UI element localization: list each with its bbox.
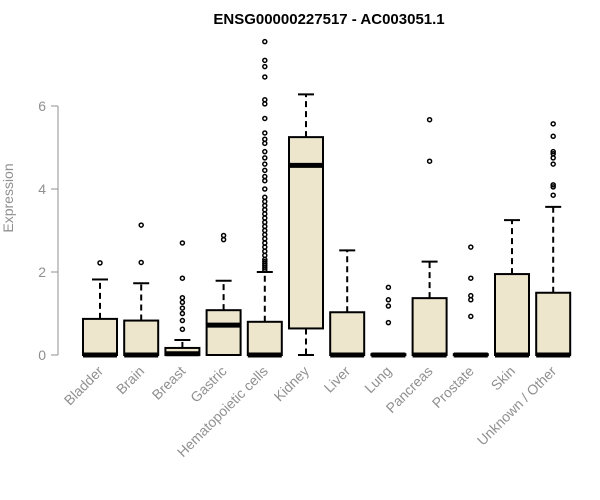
outlier-point bbox=[262, 97, 268, 103]
y-axis: 0 2 4 6 bbox=[38, 98, 59, 363]
box-group bbox=[494, 219, 530, 358]
box-iqr bbox=[288, 136, 324, 330]
outlier-point bbox=[262, 244, 268, 250]
outlier-point bbox=[262, 236, 268, 242]
outlier-point bbox=[262, 155, 268, 161]
outlier-point bbox=[468, 244, 474, 250]
outlier-point bbox=[138, 222, 144, 228]
outlier-point bbox=[550, 148, 556, 155]
x-tick-label: Lung bbox=[361, 363, 394, 396]
box-iqr bbox=[123, 319, 160, 356]
y-tick-label: 0 bbox=[38, 347, 46, 363]
x-tick-label: Bladder bbox=[61, 363, 107, 409]
x-tick-label: Breast bbox=[149, 363, 189, 403]
outlier-point bbox=[262, 215, 268, 221]
box-group bbox=[288, 93, 324, 356]
outlier-point bbox=[550, 121, 556, 127]
outlier-point bbox=[262, 115, 268, 122]
x-tick-label: Prostate bbox=[429, 363, 477, 411]
y-tick-label: 4 bbox=[38, 181, 46, 197]
outlier-point bbox=[262, 74, 268, 80]
outlier-point bbox=[262, 186, 268, 192]
outlier-point bbox=[550, 192, 556, 198]
outlier-point bbox=[262, 223, 268, 230]
box-iqr bbox=[329, 311, 366, 357]
outlier-point bbox=[179, 317, 186, 324]
outlier-point bbox=[97, 260, 103, 266]
outlier-point bbox=[550, 161, 556, 167]
box-group bbox=[452, 244, 489, 358]
outlier-point bbox=[468, 313, 474, 320]
outlier-point bbox=[179, 326, 186, 333]
box-group bbox=[370, 284, 407, 358]
boxes bbox=[82, 38, 572, 358]
outlier-point bbox=[262, 167, 268, 174]
box-iqr bbox=[82, 317, 118, 356]
outlier-point bbox=[262, 38, 268, 45]
outlier-point bbox=[262, 140, 268, 147]
outlier-point bbox=[468, 292, 474, 299]
box-iqr bbox=[535, 291, 572, 356]
outlier-point bbox=[262, 57, 268, 64]
box-group bbox=[411, 116, 448, 358]
box-group bbox=[82, 260, 118, 358]
outlier-point bbox=[179, 299, 186, 306]
outlier-point bbox=[179, 310, 186, 317]
outlier-point bbox=[179, 305, 186, 311]
outlier-point bbox=[262, 161, 268, 167]
x-tick-label: Brain bbox=[113, 363, 147, 397]
outlier-point bbox=[262, 148, 268, 155]
outlier-point bbox=[426, 116, 433, 123]
box-group bbox=[246, 38, 283, 358]
outlier-point bbox=[179, 240, 186, 246]
outlier-point bbox=[468, 275, 474, 281]
outlier-point bbox=[262, 194, 268, 201]
outlier-point bbox=[385, 303, 392, 309]
outlier-point bbox=[262, 202, 268, 209]
outlier-point bbox=[179, 275, 186, 281]
outlier-point bbox=[550, 150, 556, 157]
x-tick-label: Kidney bbox=[271, 363, 313, 405]
outlier-point bbox=[220, 236, 227, 243]
box-group bbox=[535, 121, 572, 358]
box-iqr bbox=[246, 320, 283, 356]
outlier-point bbox=[550, 184, 556, 190]
x-tick-label: Skin bbox=[488, 363, 519, 394]
outlier-point bbox=[179, 294, 186, 301]
x-tick-label: Liver bbox=[321, 363, 354, 396]
outlier-point bbox=[385, 297, 392, 303]
outlier-point bbox=[426, 158, 433, 164]
outlier-point bbox=[262, 63, 268, 70]
box-iqr bbox=[494, 273, 530, 357]
box-group bbox=[205, 232, 242, 356]
outlier-point bbox=[262, 130, 268, 136]
box-group bbox=[164, 240, 201, 357]
box-iqr bbox=[205, 309, 242, 356]
y-axis-label: Expression bbox=[0, 163, 16, 232]
outlier-point bbox=[550, 182, 556, 188]
chart-title: ENSG00000227517 - AC003051.1 bbox=[213, 11, 444, 28]
outlier-point bbox=[220, 232, 227, 239]
outlier-point bbox=[385, 319, 392, 326]
box-group bbox=[329, 249, 366, 358]
box-group bbox=[123, 222, 160, 358]
outlier-point bbox=[262, 173, 268, 180]
outlier-point bbox=[262, 136, 268, 142]
y-tick-label: 2 bbox=[38, 264, 46, 280]
outlier-point bbox=[138, 259, 144, 266]
outlier-point bbox=[550, 133, 556, 140]
outlier-point bbox=[262, 258, 268, 265]
y-tick-label: 6 bbox=[38, 98, 46, 114]
box-iqr bbox=[411, 297, 448, 356]
outlier-point bbox=[385, 284, 392, 291]
